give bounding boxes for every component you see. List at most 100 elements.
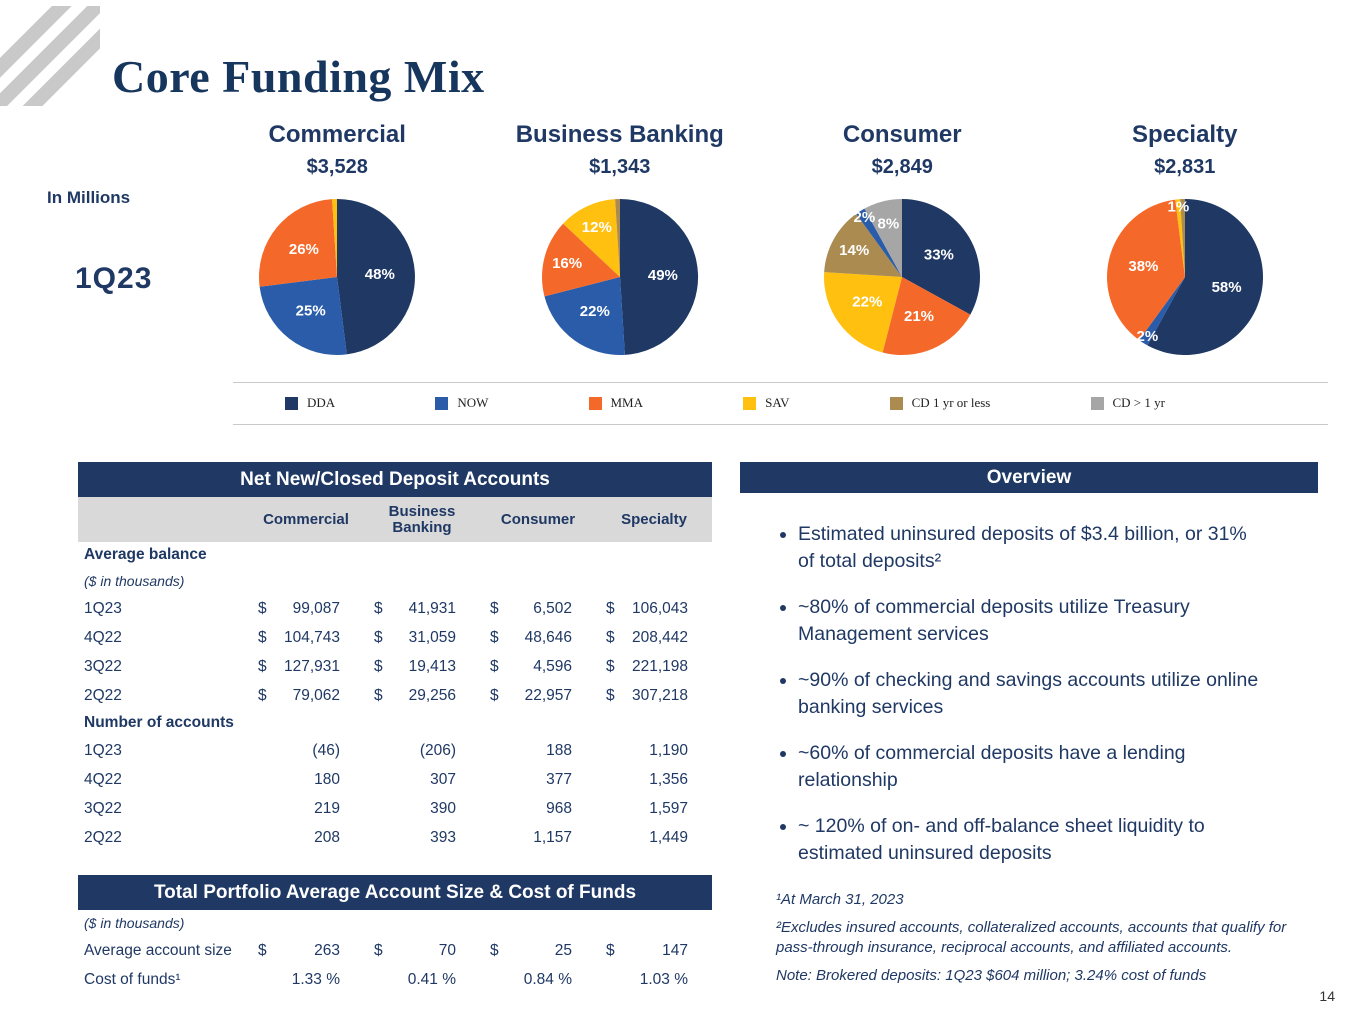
table-cell: $104,743 — [248, 629, 364, 647]
portfolio-table: Total Portfolio Average Account Size & C… — [78, 875, 712, 994]
pie-slice-sav — [562, 199, 620, 277]
cell-value: 22,957 — [524, 686, 572, 704]
section-subheading: ($ in thousands) — [78, 910, 712, 936]
section-heading: Average balance — [78, 542, 712, 568]
dollar-sign: $ — [490, 628, 499, 646]
pie-label: 2% — [854, 209, 876, 226]
table-cell: 219 — [248, 800, 364, 818]
section-heading-label: Number of accounts — [84, 714, 234, 731]
pie-label: 33% — [924, 247, 954, 264]
row-label: 3Q22 — [84, 799, 122, 817]
pie-label: 22% — [580, 303, 610, 320]
pie-slice-dda — [902, 199, 981, 315]
table-cell: 188 — [480, 742, 596, 760]
dollar-sign: $ — [606, 941, 615, 959]
footnote: ²Excludes insured accounts, collateraliz… — [776, 919, 1287, 956]
section-heading: Number of accounts — [78, 710, 712, 736]
column-header: Specialty — [621, 511, 687, 528]
cell-value: 6,502 — [533, 599, 572, 617]
table-cell: 390 — [364, 800, 480, 818]
table-cell: $48,646 — [480, 629, 596, 647]
cell-value: 0.84 % — [523, 970, 572, 988]
cell-value: 19,413 — [408, 657, 456, 675]
bullet-item: ~80% of commercial deposits utilize Trea… — [798, 594, 1268, 648]
pie-label: 58% — [1211, 279, 1241, 296]
cell-value: 377 — [546, 770, 572, 788]
cell-value: 147 — [662, 941, 688, 959]
table-cell: 1,190 — [596, 742, 712, 760]
pie-column: Consumer $2,849 33% 21% 22% 14% 2% 8% — [761, 122, 1044, 364]
cell-value: 390 — [430, 799, 456, 817]
table-row: 4Q22 $104,743 $31,059 $48,646 $208,442 — [78, 623, 712, 652]
cell-value: 1,190 — [649, 741, 688, 759]
dollar-sign: $ — [490, 686, 499, 704]
legend-label: MMA — [610, 395, 644, 410]
pie-title: Business Banking — [515, 121, 724, 148]
pie-chart: 49% 22% 16% 12% — [541, 198, 698, 356]
table-cell: 968 — [480, 800, 596, 818]
page-title: Core Funding Mix — [112, 51, 485, 102]
pie-label: 1% — [1167, 199, 1189, 216]
dollar-sign: $ — [258, 628, 267, 646]
table-cell: $263 — [248, 942, 364, 960]
table-cell: $31,059 — [364, 629, 480, 647]
cell-value: 1.33 % — [291, 970, 340, 988]
table-cell: $4,596 — [480, 658, 596, 676]
table-cell: 1,356 — [596, 771, 712, 789]
bullet-item: ~60% of commercial deposits have a lendi… — [798, 740, 1268, 794]
pie-total: $1,343 — [589, 156, 651, 178]
pie-slice-dda — [337, 199, 416, 355]
dollar-sign: $ — [606, 628, 615, 646]
table-row: Cost of funds¹ 1.33 % 0.41 % 0.84 % 1.03 % — [78, 965, 712, 994]
table-body: Average balance ($ in thousands) 1Q23 $99,0… — [78, 542, 712, 852]
row-label: Cost of funds¹ — [84, 970, 181, 988]
legend-item: DDA — [285, 395, 335, 411]
cell-value: 393 — [430, 828, 456, 846]
pie-slice-sav — [332, 198, 338, 277]
legend: DDA NOW MMA SAV CD 1 yr or less CD > 1 yr — [233, 382, 1328, 425]
row-label: 4Q22 — [84, 770, 122, 788]
dollar-sign: $ — [374, 941, 383, 959]
table-cell: 0.84 % — [480, 971, 596, 989]
bullet-item: Estimated uninsured deposits of $3.4 bil… — [798, 521, 1268, 575]
legend-label: DDA — [307, 395, 336, 410]
column-header-row: Commercial Business Banking Consumer Specia… — [78, 497, 712, 542]
overview-panel: Overview Estimated uninsured deposits of… — [740, 462, 1318, 886]
pie-label: 16% — [552, 255, 582, 272]
footnotes: ¹At March 31, 2023 ²Excludes insured acco… — [776, 890, 1306, 994]
cell-value: 307 — [430, 770, 456, 788]
table-cell: 1.03 % — [596, 971, 712, 989]
table-cell: 307 — [364, 771, 480, 789]
column-header: Commercial — [263, 511, 349, 528]
table-cell: 1,449 — [596, 829, 712, 847]
cell-value: 1,597 — [649, 799, 688, 817]
cell-value: 79,062 — [292, 686, 340, 704]
pie-chart: 48% 25% 26% — [259, 198, 416, 355]
pie-slice-sav — [1174, 199, 1185, 277]
table-row: 2Q22 208 393 1,157 1,449 — [78, 823, 712, 852]
pie-label: 2% — [1136, 328, 1158, 345]
cell-value: 180 — [314, 770, 340, 788]
table-cell: 393 — [364, 829, 480, 847]
pie-label: 22% — [853, 294, 883, 311]
table-cell: $6,502 — [480, 600, 596, 618]
table-cell: $29,256 — [364, 687, 480, 705]
dollar-sign: $ — [258, 941, 267, 959]
cell-value: 263 — [314, 941, 340, 959]
table-row: 1Q23 $99,087 $41,931 $6,502 $106,043 — [78, 594, 712, 623]
table-cell: $70 — [364, 942, 480, 960]
cell-value: 188 — [546, 741, 572, 759]
table-cell: 1.33 % — [248, 971, 364, 989]
cell-value: (46) — [312, 741, 340, 759]
column-header: Consumer — [500, 511, 576, 528]
pie-title: Consumer — [842, 121, 962, 148]
legend-swatch — [1090, 396, 1104, 410]
cell-value: 106,043 — [631, 599, 688, 617]
legend-swatch — [889, 396, 903, 410]
pie-label: 49% — [648, 267, 678, 284]
cell-value: 25 — [554, 941, 572, 959]
footnote: ¹At March 31, 2023 — [776, 891, 904, 908]
legend-label: NOW — [457, 395, 489, 410]
legend-label: CD 1 yr or less — [911, 395, 991, 410]
cell-value: 208,442 — [631, 628, 688, 646]
